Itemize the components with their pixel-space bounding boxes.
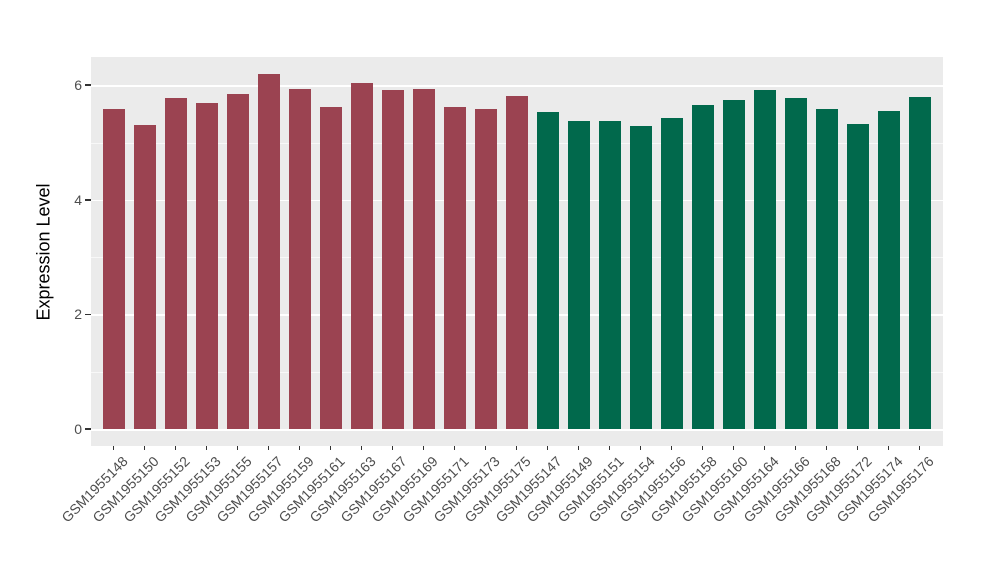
y-axis-tick [85, 313, 91, 316]
x-axis-tick [391, 446, 394, 450]
bar-slot [501, 57, 532, 429]
bar-GSM1955150 [133, 125, 156, 429]
bar-slot [749, 57, 780, 429]
bar-slot [377, 57, 408, 429]
y-axis-tick-label: 4 [74, 191, 82, 208]
bar-GSM1955147 [536, 111, 559, 429]
bar-GSM1955157 [257, 73, 280, 429]
y-axis-tick-label: 2 [74, 306, 82, 323]
x-axis-tick [546, 446, 549, 450]
bar-slot [284, 57, 315, 429]
x-axis-tick [856, 446, 859, 450]
x-axis-tick [143, 446, 146, 450]
bar-GSM1955160 [722, 99, 745, 429]
bar-GSM1955174 [877, 111, 900, 429]
bar-GSM1955152 [164, 98, 187, 429]
bar-slot [470, 57, 501, 429]
x-axis-tick [701, 446, 704, 450]
x-axis-tick [732, 446, 735, 450]
x-axis-tick [329, 446, 332, 450]
x-axis-tick [763, 446, 766, 450]
bar-slot [532, 57, 563, 429]
x-axis-tick [422, 446, 425, 450]
bar-GSM1955169 [412, 88, 435, 429]
bar-slot [811, 57, 842, 429]
bar-slot [315, 57, 346, 429]
y-axis-tick-label: 0 [74, 421, 82, 437]
y-axis-tick-label: 6 [74, 77, 82, 94]
bar-GSM1955164 [753, 90, 776, 429]
bar-slot [842, 57, 873, 429]
x-axis-tick [639, 446, 642, 450]
bar-GSM1955163 [350, 83, 373, 429]
bar-GSM1955154 [629, 126, 652, 429]
y-axis-tick [85, 84, 91, 86]
x-axis-tick [267, 446, 270, 450]
x-axis-tick [236, 446, 239, 450]
x-axis-tick [825, 446, 828, 450]
bar-GSM1955156 [660, 118, 683, 429]
bar-slot [904, 57, 935, 429]
bar-slot [687, 57, 718, 429]
bar-slot [718, 57, 749, 429]
gridline-major [91, 85, 943, 87]
bar-GSM1955175 [505, 96, 528, 429]
bar-GSM1955151 [598, 121, 621, 429]
bar-slot [222, 57, 253, 429]
bar-GSM1955173 [474, 109, 497, 429]
bar-slot [873, 57, 904, 429]
x-axis-tick [794, 446, 797, 450]
bar-GSM1955149 [567, 120, 590, 429]
x-axis-tick [577, 446, 580, 450]
bar-GSM1955161 [319, 106, 342, 429]
x-axis-tick [484, 446, 487, 450]
x-axis-tick [112, 446, 115, 450]
y-axis-tick [85, 428, 91, 430]
bar-GSM1955171 [443, 106, 466, 429]
x-axis-tick [205, 446, 208, 450]
bar-GSM1955155 [226, 93, 249, 429]
bar-slot [98, 57, 129, 429]
x-axis-tick [360, 446, 363, 450]
bar-slot [160, 57, 191, 429]
x-axis-tick [887, 446, 890, 450]
bars-container [98, 57, 935, 429]
bar-slot [780, 57, 811, 429]
y-axis-tick [85, 199, 91, 201]
bar-GSM1955176 [908, 96, 931, 429]
bar-GSM1955153 [195, 102, 218, 429]
bar-GSM1955148 [102, 108, 125, 429]
bar-GSM1955168 [815, 109, 838, 429]
gridline-major [91, 429, 943, 431]
x-axis-tick [515, 446, 518, 450]
bar-slot [408, 57, 439, 429]
bar-GSM1955172 [846, 124, 869, 429]
plot-panel [91, 57, 943, 446]
bar-slot [625, 57, 656, 429]
x-axis-tick [670, 446, 673, 450]
x-axis-tick [298, 446, 301, 450]
bar-slot [563, 57, 594, 429]
x-axis-tick [174, 446, 177, 450]
bar-slot [346, 57, 377, 429]
bar-slot [439, 57, 470, 429]
bar-slot [191, 57, 222, 429]
bar-slot [253, 57, 284, 429]
x-axis-tick [918, 446, 921, 450]
bar-slot [656, 57, 687, 429]
bar-slot [594, 57, 625, 429]
bar-GSM1955159 [288, 89, 311, 429]
bar-GSM1955167 [381, 90, 404, 429]
bar-slot [129, 57, 160, 429]
x-axis-tick [608, 446, 611, 450]
x-axis-tick [453, 446, 456, 450]
bar-GSM1955166 [784, 98, 807, 429]
bar-GSM1955158 [691, 104, 714, 429]
